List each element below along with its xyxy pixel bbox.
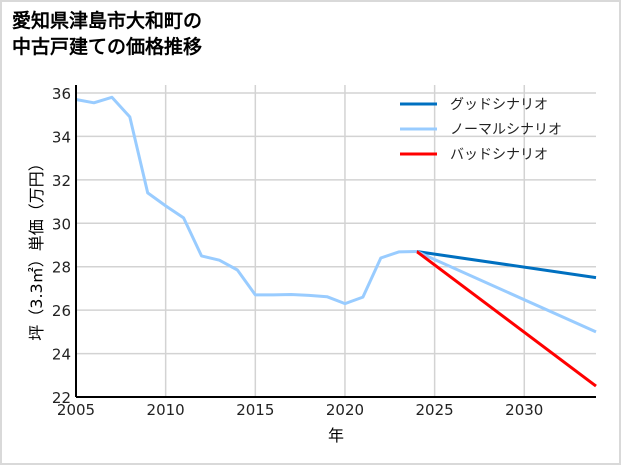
y-axis-label: 坪（3.3㎡）単価（万円）: [27, 155, 46, 340]
y-tick-label: 22: [52, 389, 71, 407]
x-tick-label: 2010: [147, 401, 185, 419]
legend-label: ノーマルシナリオ: [450, 122, 562, 138]
legend-label: バッドシナリオ: [450, 147, 548, 163]
axes: [75, 85, 596, 398]
chart-title: 愛知県津島市大和町の 中古戸建ての価格推移: [12, 8, 202, 60]
y-tick-label: 30: [52, 215, 71, 233]
y-tick-label: 32: [52, 172, 71, 190]
y-tick-label: 34: [52, 128, 71, 146]
y-tick-label: 24: [52, 346, 71, 364]
chart-title-line-1: 愛知県津島市大和町の: [12, 10, 203, 32]
y-tick-label: 26: [52, 302, 71, 320]
chart-title-line-2: 中古戸建ての価格推移: [12, 36, 203, 58]
legend-label: グッドシナリオ: [450, 97, 548, 113]
series-line: [416, 250, 597, 334]
y-tick-label: 36: [52, 85, 71, 103]
x-tick-label: 2005: [57, 401, 95, 419]
x-tick-label: 2015: [236, 401, 274, 419]
series-line: [75, 95, 417, 306]
series-line: [416, 250, 597, 280]
series-line: [415, 250, 597, 388]
data-series: [75, 95, 597, 388]
tick-labels: 22 24 26 28 30 32 34 36 2005 2010 2015 2020 2025 2030: [52, 85, 543, 419]
x-tick-label: 2020: [326, 401, 364, 419]
x-axis-label: 年: [328, 426, 344, 445]
x-tick-label: 2025: [416, 401, 454, 419]
y-tick-label: 28: [52, 259, 71, 277]
x-tick-label: 2030: [505, 401, 543, 419]
